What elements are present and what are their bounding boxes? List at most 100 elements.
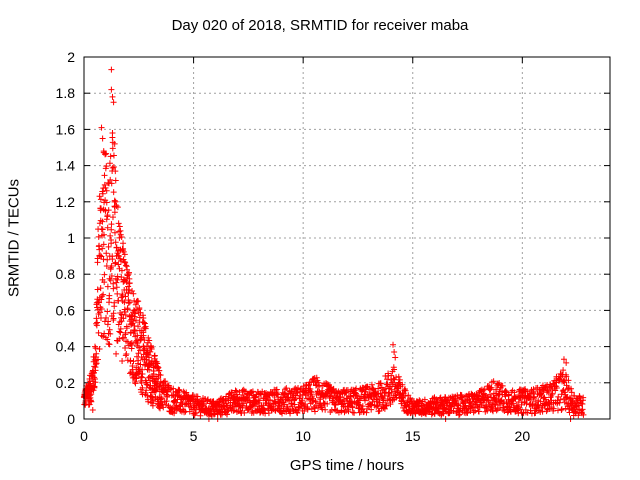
data-point	[133, 317, 140, 324]
x-tick-label: 0	[80, 428, 88, 444]
data-point	[143, 381, 150, 388]
data-point	[107, 153, 114, 160]
data-point	[121, 258, 128, 265]
data-point	[256, 397, 263, 404]
y-tick-label: 0	[67, 411, 75, 427]
data-point	[362, 397, 369, 404]
data-point	[546, 401, 553, 408]
data-point	[108, 221, 115, 228]
data-point	[148, 346, 155, 353]
data-point	[556, 399, 563, 406]
data-point	[267, 397, 274, 404]
data-point	[465, 396, 472, 403]
data-point	[95, 233, 102, 240]
y-tick-labels: 0 0.2 0.4 0.6 0.8 1 1.2 1.4 1.6 1.8 2	[56, 49, 76, 427]
x-axis-label: GPS time / hours	[289, 457, 405, 474]
data-point	[99, 218, 106, 225]
data-point	[95, 298, 102, 305]
data-point	[141, 320, 148, 327]
data-point	[489, 408, 496, 415]
data-point	[122, 345, 129, 352]
data-point	[377, 390, 384, 397]
data-point	[104, 308, 111, 315]
data-point	[88, 391, 95, 398]
data-point	[105, 207, 112, 214]
data-point	[109, 164, 116, 171]
data-point	[111, 303, 118, 310]
data-point	[144, 349, 151, 356]
data-point	[499, 382, 506, 389]
data-point	[122, 262, 129, 269]
data-point	[103, 187, 110, 194]
data-point	[502, 393, 509, 400]
data-point	[550, 405, 557, 412]
data-point	[553, 384, 560, 391]
x-tick-label: 20	[515, 428, 531, 444]
data-point	[487, 391, 494, 398]
data-point	[374, 403, 381, 410]
data-point	[98, 296, 105, 303]
x-tick-label: 10	[295, 428, 311, 444]
data-point	[132, 380, 139, 387]
data-point	[138, 379, 145, 386]
data-point	[108, 226, 115, 233]
data-point	[101, 172, 108, 179]
data-point	[140, 314, 147, 321]
data-point	[340, 396, 347, 403]
data-point	[549, 386, 556, 393]
data-point	[265, 410, 272, 417]
data-point	[100, 231, 107, 238]
data-point	[291, 396, 298, 403]
data-point	[469, 404, 476, 411]
data-point	[103, 163, 110, 170]
data-point	[200, 401, 207, 408]
data-point	[109, 256, 116, 263]
data-point	[400, 397, 407, 404]
data-point	[92, 379, 99, 386]
data-point	[91, 383, 98, 390]
data-point	[115, 261, 122, 268]
data-point	[375, 385, 382, 392]
data-point	[324, 400, 331, 407]
data-point	[106, 292, 113, 299]
y-tick-label: 0.4	[56, 339, 76, 355]
data-point	[102, 207, 109, 214]
data-point	[291, 401, 298, 408]
data-point	[118, 311, 125, 318]
data-point	[545, 400, 552, 407]
y-tick-label: 1.6	[56, 121, 76, 137]
data-point	[122, 259, 129, 266]
data-point	[319, 387, 326, 394]
data-point	[105, 243, 112, 250]
data-point	[156, 383, 163, 390]
data-point	[580, 394, 587, 401]
data-point	[112, 168, 119, 175]
data-point	[565, 377, 572, 384]
data-point	[359, 403, 366, 410]
data-point	[96, 346, 103, 353]
data-point	[117, 325, 124, 332]
data-point	[193, 409, 200, 416]
data-point	[124, 306, 131, 313]
data-point	[130, 358, 137, 365]
data-point	[113, 244, 120, 251]
data-point	[116, 228, 123, 235]
data-point	[317, 396, 324, 403]
data-point	[383, 381, 390, 388]
data-point	[93, 350, 100, 357]
data-point	[142, 362, 149, 369]
data-point	[313, 374, 320, 381]
data-point	[155, 375, 162, 382]
data-point	[99, 245, 106, 252]
data-point	[428, 411, 435, 418]
data-point	[111, 197, 118, 204]
data-point	[100, 256, 107, 263]
data-point	[164, 393, 171, 400]
data-point	[94, 356, 101, 363]
data-point	[102, 184, 109, 191]
data-point	[116, 223, 123, 230]
data-point	[119, 292, 126, 299]
data-point	[322, 406, 329, 413]
data-point	[126, 279, 133, 286]
data-point	[126, 299, 133, 306]
